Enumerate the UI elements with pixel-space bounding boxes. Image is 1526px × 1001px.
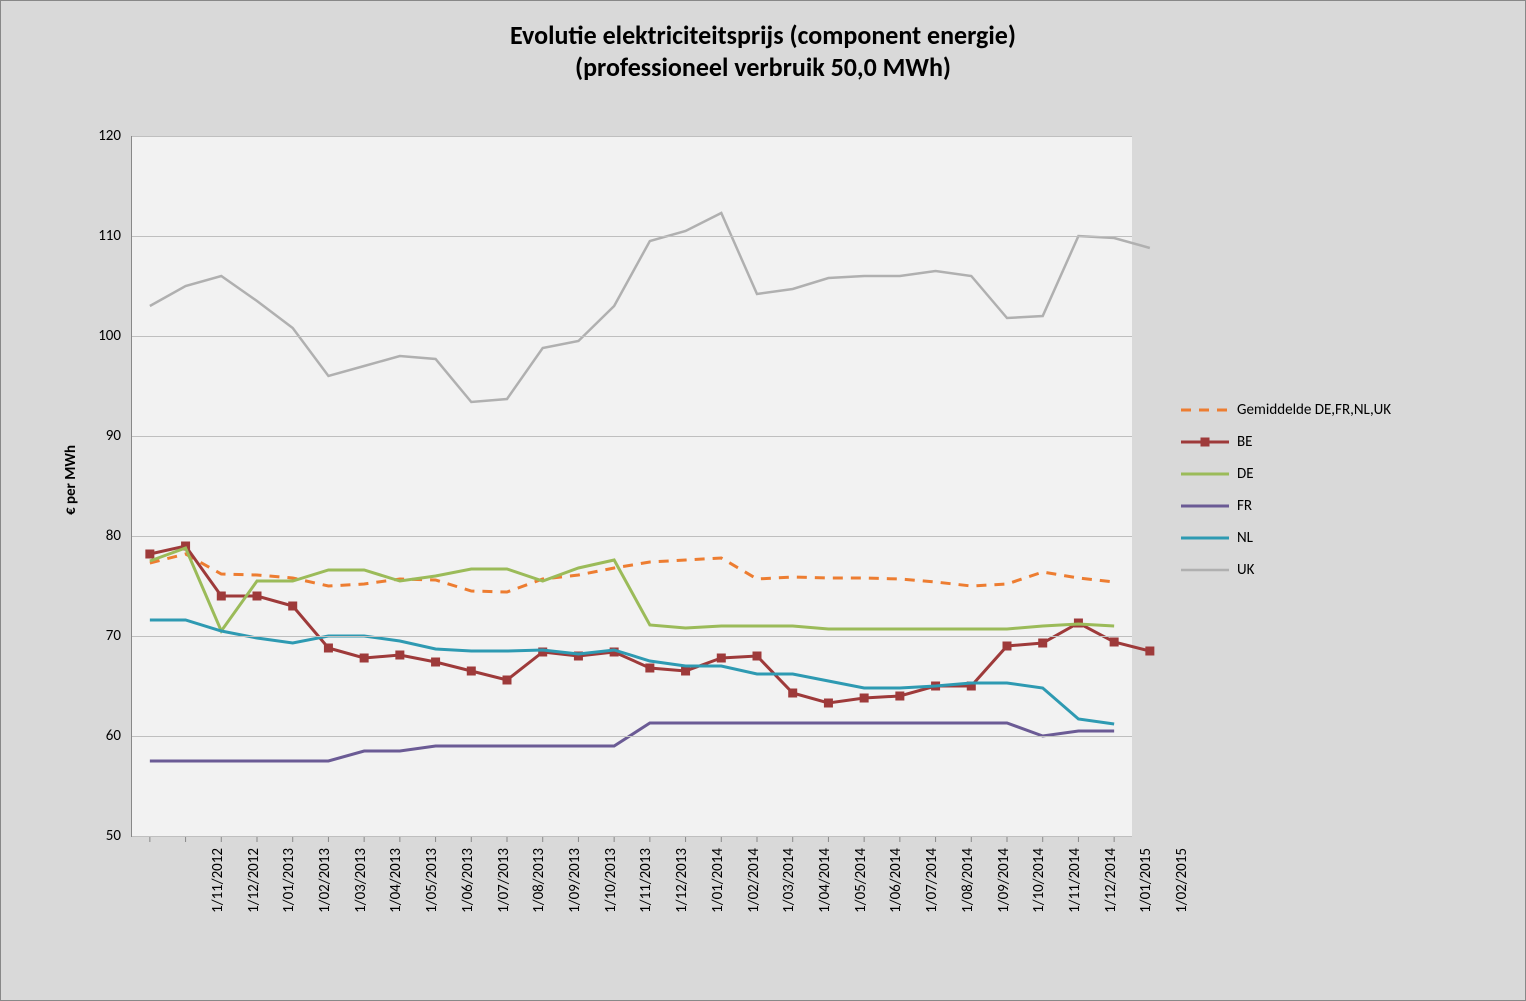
x-tick-label: 1/10/2013 — [602, 848, 620, 913]
chart-title-line2: (professioneel verbruik 50,0 MWh) — [1, 51, 1525, 83]
x-tick-label: 1/01/2014 — [709, 848, 727, 913]
series-marker — [717, 654, 726, 663]
series-marker — [1038, 639, 1047, 648]
chart-title-line1: Evolutie elektriciteitsprijs (component … — [1, 19, 1525, 51]
legend-swatch — [1181, 497, 1229, 515]
x-tick-label: 1/11/2014 — [1066, 848, 1084, 913]
x-tick-label: 1/07/2014 — [923, 848, 941, 913]
y-tick-label: 60 — [81, 727, 121, 745]
y-axis-label: € per MWh — [62, 445, 80, 515]
gridline — [132, 736, 1132, 737]
series-marker — [860, 694, 869, 703]
x-tick-label: 1/08/2013 — [530, 848, 548, 913]
chart-container: Evolutie elektriciteitsprijs (component … — [0, 0, 1526, 1001]
series-marker — [1110, 638, 1119, 647]
series-marker — [503, 676, 512, 685]
series-marker — [895, 692, 904, 701]
series-marker — [360, 654, 369, 663]
legend-label: DE — [1237, 465, 1254, 483]
y-tick-label: 90 — [81, 427, 121, 445]
legend-item: Gemiddelde DE,FR,NL,UK — [1181, 401, 1391, 419]
x-tick-label: 1/03/2014 — [780, 848, 798, 913]
x-tick-label: 1/01/2015 — [1137, 848, 1155, 913]
x-tick-label: 1/09/2014 — [994, 848, 1012, 913]
chart-lines — [132, 136, 1132, 836]
legend-swatch — [1181, 529, 1229, 547]
y-tick-label: 120 — [81, 127, 121, 145]
x-tick-label: 1/04/2013 — [387, 848, 405, 913]
x-tick-label: 1/11/2013 — [637, 848, 655, 913]
legend-label: Gemiddelde DE,FR,NL,UK — [1237, 401, 1391, 419]
legend-item: DE — [1181, 465, 1391, 483]
x-tick-label: 1/12/2012 — [244, 848, 262, 913]
series-marker — [324, 644, 333, 653]
x-tick-label: 1/06/2014 — [887, 848, 905, 913]
y-tick-label: 80 — [81, 527, 121, 545]
x-tick-label: 1/05/2013 — [423, 848, 441, 913]
x-tick-label: 1/08/2014 — [959, 848, 977, 913]
legend-swatch — [1181, 401, 1229, 419]
x-tick-label: 1/06/2013 — [459, 848, 477, 913]
plot-area — [131, 136, 1132, 837]
y-tick-label: 110 — [81, 227, 121, 245]
legend-label: UK — [1237, 561, 1254, 579]
x-tick-label: 1/07/2013 — [494, 848, 512, 913]
x-tick-label: 1/03/2013 — [352, 848, 370, 913]
x-tick-label: 1/02/2014 — [744, 848, 762, 913]
x-tick-label: 1/11/2012 — [209, 848, 227, 913]
x-tick-label: 1/09/2013 — [566, 848, 584, 913]
series-marker — [395, 651, 404, 660]
x-tick-label: 1/05/2014 — [852, 848, 870, 913]
series-marker — [217, 592, 226, 601]
x-tick-label: 1/10/2014 — [1030, 848, 1048, 913]
legend-swatch — [1181, 465, 1229, 483]
legend-swatch — [1181, 561, 1229, 579]
gridline — [132, 336, 1132, 337]
series-marker — [288, 602, 297, 611]
x-tick-label: 1/04/2014 — [816, 848, 834, 913]
gridline — [132, 236, 1132, 237]
legend-label: NL — [1237, 529, 1253, 547]
gridline — [132, 436, 1132, 437]
series-marker — [753, 652, 762, 661]
gridline — [132, 536, 1132, 537]
legend: Gemiddelde DE,FR,NL,UK BE DE FR NL UK — [1181, 401, 1391, 593]
series-marker — [824, 699, 833, 708]
chart-title: Evolutie elektriciteitsprijs (component … — [1, 19, 1525, 83]
gridline — [132, 836, 1132, 837]
x-tick-label: 1/02/2013 — [316, 848, 334, 913]
series-marker — [788, 689, 797, 698]
gridline — [132, 136, 1132, 137]
legend-item: BE — [1181, 433, 1391, 451]
y-tick-label: 50 — [81, 827, 121, 845]
legend-item: FR — [1181, 497, 1391, 515]
legend-item: NL — [1181, 529, 1391, 547]
series-line — [150, 554, 1114, 592]
series-marker — [681, 667, 690, 676]
series-marker — [1145, 647, 1154, 656]
series-marker — [145, 550, 154, 559]
series-marker — [253, 592, 262, 601]
series-marker — [645, 664, 654, 673]
series-marker — [1003, 642, 1012, 651]
legend-label: BE — [1237, 433, 1252, 451]
legend-swatch — [1181, 433, 1229, 451]
x-tick-label: 1/01/2013 — [280, 848, 298, 913]
series-line — [150, 548, 1114, 631]
x-tick-label: 1/12/2014 — [1102, 848, 1120, 913]
series-marker — [431, 658, 440, 667]
legend-label: FR — [1237, 497, 1252, 515]
y-tick-label: 70 — [81, 627, 121, 645]
legend-item: UK — [1181, 561, 1391, 579]
y-tick-label: 100 — [81, 327, 121, 345]
x-tick-label: 1/12/2013 — [673, 848, 691, 913]
x-tick-label: 1/02/2015 — [1173, 848, 1191, 913]
series-line — [150, 723, 1114, 761]
series-marker — [467, 667, 476, 676]
series-line — [150, 213, 1150, 402]
gridline — [132, 636, 1132, 637]
